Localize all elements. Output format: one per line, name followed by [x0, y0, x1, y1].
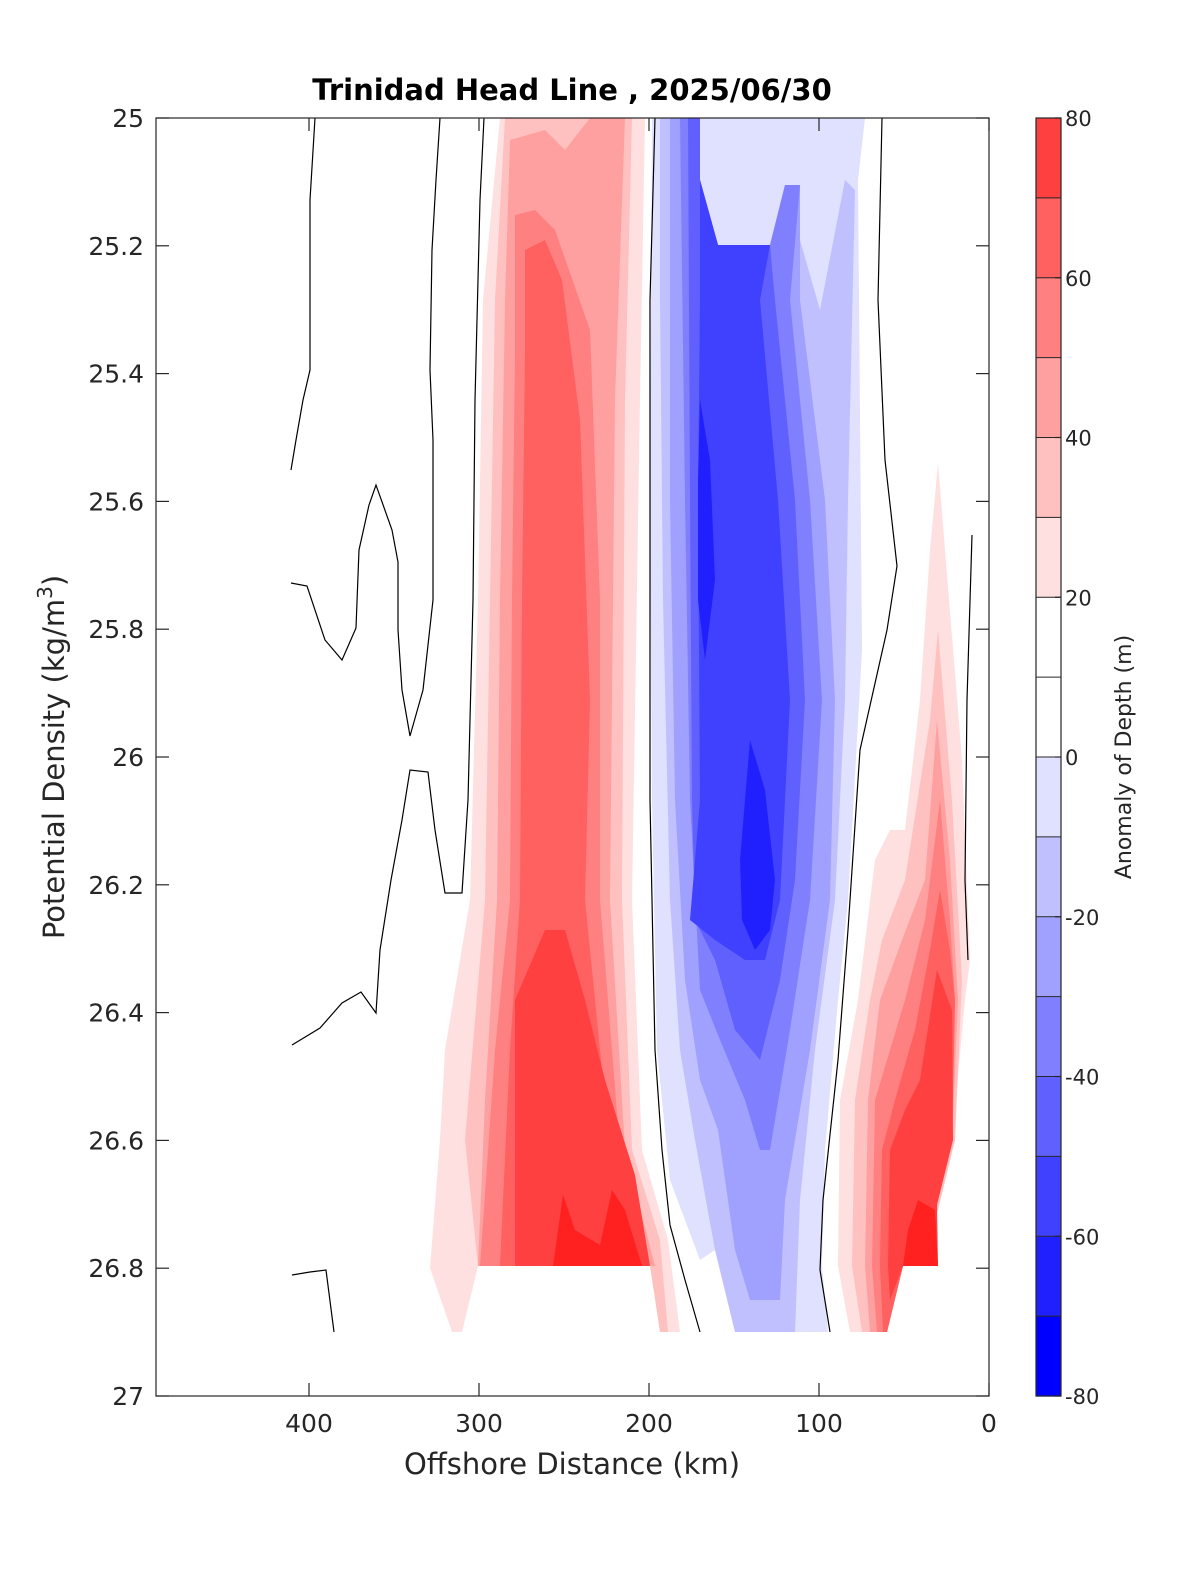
colorbar-tick-label: -80 — [1065, 1385, 1099, 1409]
y-tick-label: 26.6 — [88, 1126, 144, 1155]
y-tick-label: 26.2 — [88, 871, 144, 900]
y-axis-label-sup: 3 — [33, 586, 57, 599]
y-tick-label: 25.8 — [88, 615, 144, 644]
colorbar-tick-label: -60 — [1065, 1225, 1099, 1249]
contour-neg-60 — [690, 180, 790, 960]
y-tick-label: 26.4 — [88, 999, 144, 1028]
colorbar-swatch — [1036, 277, 1061, 359]
colorbar-swatch — [1036, 437, 1061, 518]
zero-contour-line — [819, 118, 898, 1333]
plot-area — [155, 117, 990, 1397]
colorbar: 80 60 40 20 0 -20 -40 -60 -80 — [1035, 107, 1099, 1409]
colorbar-swatch — [1036, 1156, 1061, 1237]
y-tick-label: 25 — [112, 104, 144, 133]
y-axis-label-close: ) — [37, 575, 71, 586]
colorbar-swatch — [1036, 916, 1061, 998]
colorbar-tick-label: 0 — [1065, 746, 1078, 770]
colorbar-swatch — [1036, 118, 1061, 199]
zero-contour-line — [290, 118, 441, 737]
colorbar-swatch — [1036, 1076, 1061, 1157]
colorbar-tick-label: 80 — [1065, 107, 1092, 131]
colorbar-swatch — [1036, 357, 1061, 439]
zero-contour-line — [649, 118, 701, 1333]
zero-contour-line — [291, 118, 485, 1046]
colorbar-swatch — [1036, 517, 1061, 598]
colorbar-swatch — [1036, 757, 1061, 838]
y-tick-label: 27 — [112, 1382, 144, 1411]
contour-neg-70b — [740, 740, 775, 950]
colorbar-swatch — [1036, 1316, 1061, 1397]
x-axis-label: Offshore Distance (km) — [404, 1447, 740, 1481]
zero-contour-line — [964, 534, 973, 961]
colorbar-swatch — [1036, 1236, 1061, 1317]
colorbar-label: Anomaly of Depth (m) — [1112, 635, 1137, 879]
y-tick-label: 26.8 — [88, 1254, 144, 1283]
x-tick-label: 0 — [981, 1409, 997, 1438]
filled-contours — [430, 118, 970, 1332]
x-tick-label: 100 — [795, 1409, 843, 1438]
y-tick-label: 26 — [112, 743, 144, 772]
y-tick-label: 25.6 — [88, 487, 144, 516]
colorbar-swatch — [1036, 836, 1061, 918]
axis-ticks — [156, 117, 990, 1397]
y-tick-label: 25.4 — [88, 360, 144, 389]
x-tick-label: 400 — [285, 1409, 333, 1438]
contour-neg-70a — [698, 400, 715, 660]
colorbar-tick-label: 60 — [1065, 267, 1092, 291]
colorbar-tick-label: -40 — [1065, 1066, 1099, 1090]
contour-near-60 — [888, 970, 953, 1300]
zero-contour-lines — [290, 118, 973, 1333]
y-axis-label-main: Potential Density (kg/m — [37, 599, 71, 939]
zero-contour-line — [291, 1269, 335, 1333]
colorbar-tick-label: 40 — [1065, 427, 1092, 451]
colorbar-tick-label: -20 — [1065, 906, 1099, 930]
colorbar-swatch — [1036, 597, 1061, 678]
contour-near-70 — [903, 1200, 938, 1266]
contour-pos-70 — [553, 1190, 642, 1266]
colorbar-swatch — [1036, 677, 1061, 758]
colorbar-swatch — [1036, 197, 1061, 279]
zero-contour-line — [290, 118, 316, 471]
x-tick-label: 300 — [455, 1409, 503, 1438]
x-tick-label: 200 — [625, 1409, 673, 1438]
colorbar-swatch — [1036, 996, 1061, 1078]
y-axis-label: Potential Density (kg/m3) — [33, 575, 71, 939]
contour-pos-60 — [515, 930, 650, 1266]
y-tick-label: 25.2 — [88, 232, 144, 261]
colorbar-tick-label: 20 — [1065, 586, 1092, 610]
chart-title: Trinidad Head Line , 2025/06/30 — [312, 73, 832, 107]
